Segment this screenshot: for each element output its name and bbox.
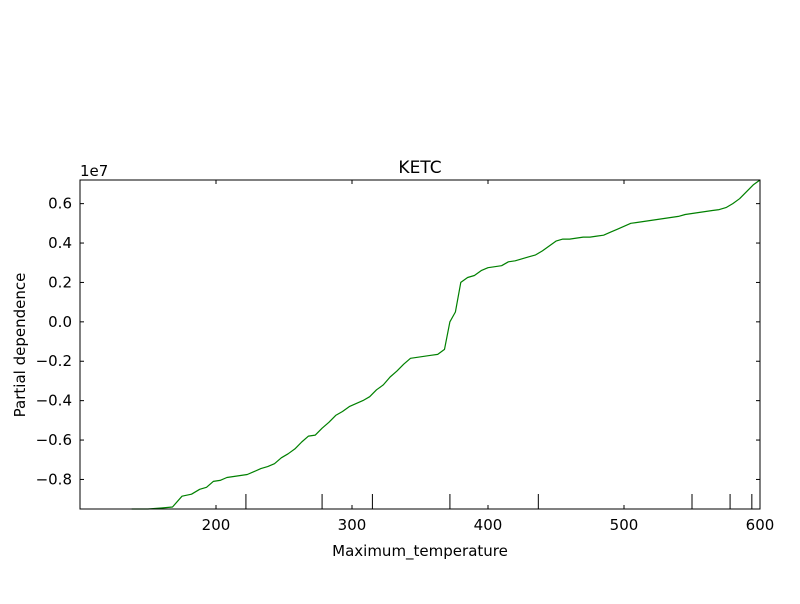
y-tick-label: −0.6 [36,431,72,449]
y-axis-label: Partial dependence [11,273,29,418]
chart-title: KETC [398,158,441,178]
y-tick-label: 0.4 [48,234,72,252]
x-tick-label: 500 [610,516,639,534]
y-tick-label: 0.6 [48,195,72,213]
series-line-0 [131,179,761,510]
x-tick-label: 200 [202,516,231,534]
x-tick-label: 300 [338,516,367,534]
y-tick-label: −0.2 [36,352,72,370]
x-axis-label: Maximum_temperature [332,542,508,561]
y-tick-label: −0.4 [36,392,72,410]
y-tick-label: 0.2 [48,273,72,291]
y-tick-label: −0.8 [36,470,72,488]
x-tick-label: 400 [474,516,503,534]
plot-area: 200 300 400 500 600 −0.8 −0.6 −0.4 −0.2 0.0 0.2 0.4… [36,179,775,534]
x-tick-label: 600 [746,516,775,534]
y-offset-label: 1e7 [80,162,108,180]
plot-frame [79,179,761,510]
y-tick-label: 0.0 [48,313,72,331]
